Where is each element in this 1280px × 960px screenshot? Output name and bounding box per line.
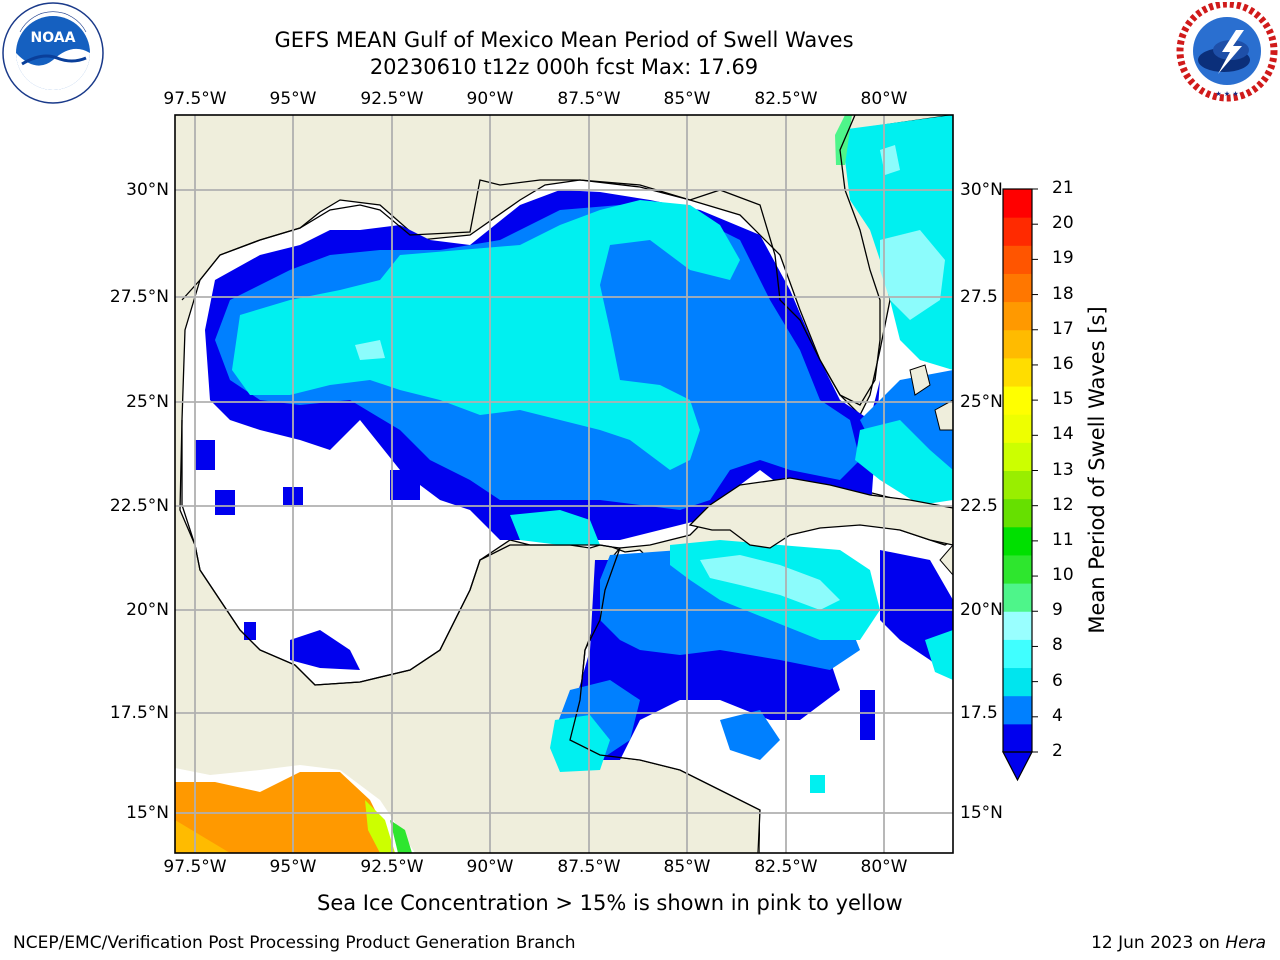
lon-label-top: 80°W bbox=[860, 89, 908, 109]
colorbar-swatch bbox=[1003, 583, 1032, 612]
lat-label-left: 15°N bbox=[126, 803, 169, 823]
colorbar-swatch bbox=[1003, 470, 1032, 500]
colorbar-swatch bbox=[1003, 526, 1032, 556]
lat-label-left: 20°N bbox=[126, 600, 169, 620]
colorbar-label: Mean Period of Swell Waves [s] bbox=[1085, 306, 1109, 634]
lat-label-right: 25°N bbox=[960, 392, 1003, 412]
colorbar-tick-label: 8 bbox=[1052, 635, 1063, 656]
bahamas-coastline bbox=[909, 364, 953, 431]
colorbar-swatch bbox=[1003, 189, 1032, 218]
lon-label-top: 82.5°W bbox=[754, 89, 818, 109]
lon-label-bottom: 85°W bbox=[663, 857, 711, 877]
svg-text:★ ★ ★: ★ ★ ★ bbox=[1215, 90, 1238, 98]
lat-label-right: 22.5 bbox=[960, 496, 998, 516]
yucatan-coastline bbox=[181, 420, 761, 853]
chart-title: GEFS MEAN Gulf of Mexico Mean Period of … bbox=[274, 28, 854, 52]
colorbar-tick-label: 14 bbox=[1052, 424, 1074, 445]
lon-label-bottom: 90°W bbox=[466, 857, 514, 877]
lon-label-bottom: 87.5°W bbox=[557, 857, 621, 877]
colorbar-swatch bbox=[1003, 639, 1032, 669]
colorbar-swatch bbox=[1003, 442, 1032, 471]
lon-label-top: 87.5°W bbox=[557, 89, 621, 109]
colorbar-tick-label: 11 bbox=[1052, 529, 1074, 550]
lat-label-left: 27.5°N bbox=[109, 287, 169, 307]
colorbar-extend-arrow bbox=[1002, 751, 1033, 782]
lat-label-right: 20°N bbox=[960, 600, 1003, 620]
colorbar bbox=[1002, 188, 1038, 782]
lat-label-left: 22.5°N bbox=[109, 496, 169, 516]
colorbar-tick-label: 12 bbox=[1052, 494, 1074, 515]
graticule bbox=[175, 115, 953, 853]
hispaniola-coastline bbox=[939, 544, 953, 576]
footer-credit: NCEP/EMC/Verification Post Processing Pr… bbox=[13, 933, 576, 953]
colorbar-swatch bbox=[1003, 357, 1032, 387]
colorbar-swatch bbox=[1003, 498, 1032, 528]
lon-label-bottom: 95°W bbox=[269, 857, 317, 877]
colorbar-tick-label: 17 bbox=[1052, 318, 1074, 339]
colorbar-swatch bbox=[1003, 611, 1032, 640]
lon-label-top: 92.5°W bbox=[360, 89, 424, 109]
noaa-logo-text: NOAA bbox=[31, 30, 76, 46]
lon-label-bottom: 80°W bbox=[860, 857, 908, 877]
footer-date-text: 12 Jun 2023 on bbox=[1091, 933, 1226, 953]
noaa-logo: NOAA bbox=[2, 2, 104, 104]
colorbar-tick-label: 6 bbox=[1052, 670, 1063, 691]
lon-label-top: 85°W bbox=[663, 89, 711, 109]
colorbar-tick-label: 15 bbox=[1052, 389, 1074, 410]
colorbar-swatch bbox=[1003, 695, 1032, 725]
map-frame bbox=[174, 114, 954, 854]
lat-label-right: 30°N bbox=[960, 180, 1003, 200]
colorbar-swatch bbox=[1003, 414, 1032, 443]
colorbar-swatch bbox=[1003, 554, 1032, 584]
colorbar-tick-label: 20 bbox=[1052, 213, 1074, 234]
lon-label-top: 97.5°W bbox=[163, 89, 227, 109]
colorbar-tick-label: 4 bbox=[1052, 705, 1063, 726]
colorbar-swatch bbox=[1003, 217, 1032, 246]
lat-label-right: 15°N bbox=[960, 803, 1003, 823]
colorbar-tick-label: 19 bbox=[1052, 248, 1074, 269]
colorbar-swatch bbox=[1003, 301, 1032, 331]
colorbar-tick-label: 10 bbox=[1052, 565, 1074, 586]
colorbar-tick-label: 9 bbox=[1052, 600, 1063, 621]
lat-label-right: 27.5 bbox=[960, 287, 998, 307]
colorbar-tick-label: 16 bbox=[1052, 353, 1074, 374]
map-layers bbox=[175, 115, 953, 853]
colorbar-swatch bbox=[1003, 245, 1032, 274]
lat-label-left: 25°N bbox=[126, 392, 169, 412]
lon-label-top: 95°W bbox=[269, 89, 317, 109]
colorbar-swatch bbox=[1003, 386, 1032, 415]
lon-label-bottom: 92.5°W bbox=[360, 857, 424, 877]
colorbar-swatch bbox=[1003, 723, 1032, 753]
lat-label-left: 17.5°N bbox=[109, 703, 169, 723]
sea-ice-caption: Sea Ice Concentration > 15% is shown in … bbox=[317, 891, 903, 915]
lon-label-top: 90°W bbox=[466, 89, 514, 109]
nws-logo: ★ ★ ★ bbox=[1176, 2, 1278, 102]
footer-date: 12 Jun 2023 on Hera bbox=[1091, 933, 1266, 953]
colorbar-tick-label: 13 bbox=[1052, 459, 1074, 480]
colorbar-tick-label: 21 bbox=[1052, 178, 1074, 198]
cuba-coastline bbox=[688, 477, 953, 549]
colorbar-swatch bbox=[1003, 329, 1032, 359]
colorbar-swatch bbox=[1003, 667, 1032, 697]
colorbar-tick-label: 18 bbox=[1052, 283, 1074, 304]
lon-label-bottom: 82.5°W bbox=[754, 857, 818, 877]
lon-label-bottom: 97.5°W bbox=[163, 857, 227, 877]
lat-label-right: 17.5 bbox=[960, 703, 998, 723]
colorbar-tick-label: 2 bbox=[1052, 741, 1063, 761]
gulf-coastline bbox=[181, 115, 881, 406]
lat-label-left: 30°N bbox=[126, 180, 169, 200]
chart-subtitle: 20230610 t12z 000h fcst Max: 17.69 bbox=[369, 55, 759, 79]
swell-band-green bbox=[390, 115, 852, 853]
colorbar-swatch bbox=[1003, 273, 1032, 303]
footer-host: Hera bbox=[1225, 933, 1266, 953]
